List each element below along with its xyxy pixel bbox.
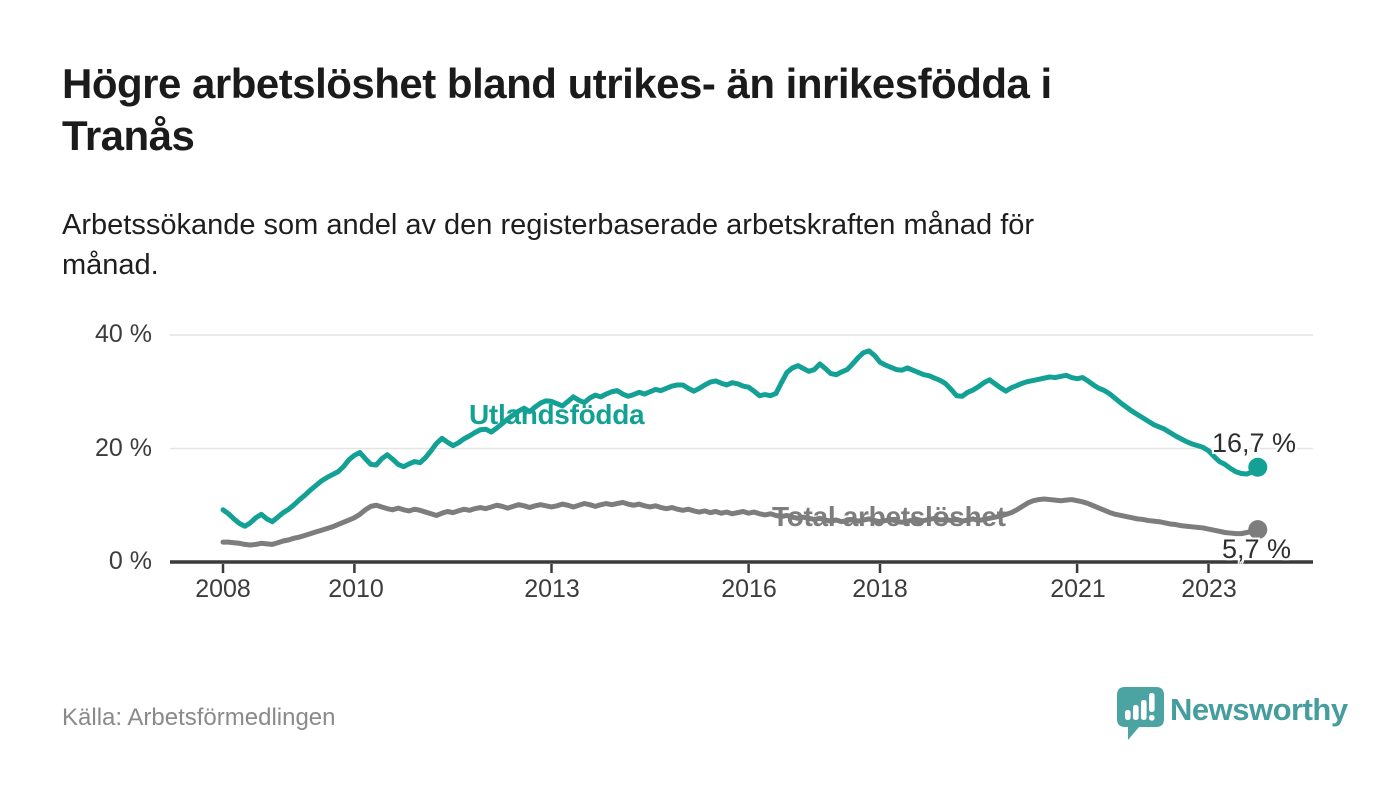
end-value-label-utlandsfodda: 16,7 % xyxy=(1212,428,1297,458)
x-axis-label-2021: 2021 xyxy=(1050,575,1106,603)
page-subtitle: Arbetssökande som andel av den registerb… xyxy=(62,209,1035,282)
x-axis-label-2010: 2010 xyxy=(328,575,384,603)
x-axis-label-2008: 2008 xyxy=(195,575,251,603)
source-attribution: Källa: Arbetsförmedlingen xyxy=(62,704,336,731)
x-axis-label-2023: 2023 xyxy=(1181,575,1237,603)
x-axis-label-2018: 2018 xyxy=(852,575,908,603)
line-chart: 40 % 20 % 0 % 2008 2010 2013 2016 2018 2… xyxy=(0,300,1400,630)
x-axis-label-2013: 2013 xyxy=(524,575,580,603)
newsworthy-wordmark: Newsworthy xyxy=(1170,692,1348,727)
end-dot-total-arbetsl-shet xyxy=(1248,520,1268,540)
y-axis-label-20: 20 % xyxy=(95,434,152,462)
x-axis-label-2016: 2016 xyxy=(721,575,777,603)
end-dot-utlandsf-dda xyxy=(1248,457,1268,477)
series-label-total-arbetsloshet: Total arbetslöshet xyxy=(772,501,1006,532)
y-axis-label-0: 0 % xyxy=(108,547,152,575)
newsworthy-logo: Newsworthy xyxy=(1116,686,1348,746)
line-series-utlandsf-dda xyxy=(220,348,1261,529)
line-series-total-arbetsl-shet xyxy=(220,496,1261,548)
series-label-utlandsfodda: Utlandsfödda xyxy=(469,399,645,430)
page-title: Högre arbetslöshet bland utrikes- än inr… xyxy=(62,60,1052,160)
y-axis-label-40: 40 % xyxy=(95,320,152,348)
newsworthy-bubble-icon xyxy=(1117,687,1164,740)
end-value-label-total: 5,7 % xyxy=(1222,534,1292,564)
